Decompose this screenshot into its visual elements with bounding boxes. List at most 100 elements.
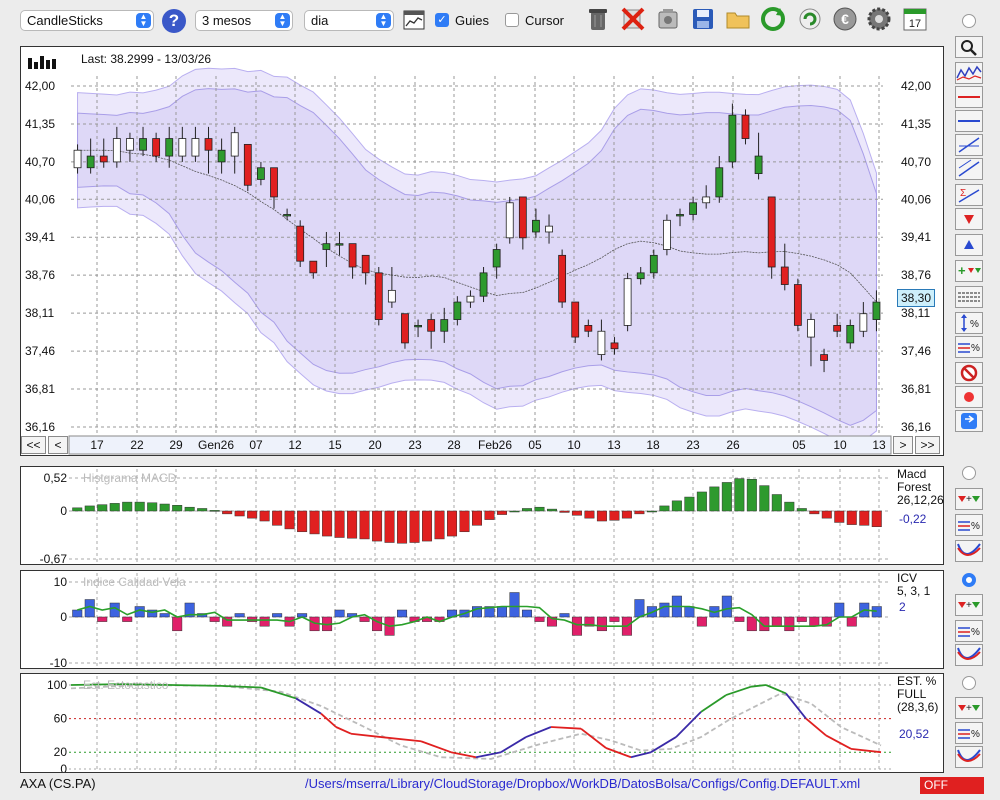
icv-histogram[interactable]: 10 0 -10 [21,571,943,668]
channel-line-icon[interactable] [955,158,983,180]
fibonacci-icon[interactable]: Σ [955,184,983,206]
panel-select-radio-2[interactable] [962,466,976,480]
histogram-bar [634,599,645,618]
help-icon: ? [168,11,180,30]
candle [165,126,174,168]
candle [702,185,711,209]
price-chart[interactable]: 42,00 42,00 41,35 41,35 40,70 40,70 40,06 40,06… [21,47,943,455]
config-path-link[interactable]: /Users/mserra/Library/CloudStorage/Dropb… [305,776,861,791]
guides-label: Guies [455,13,489,28]
histogram-bar [746,616,757,632]
candle [558,249,567,308]
stochastic-chart[interactable]: 100 60 20 0 [21,674,943,772]
percent-lines-icon[interactable]: % [955,722,983,744]
panel-select-radio-1[interactable] [962,14,976,28]
divergence-icon[interactable] [955,540,983,562]
bollinger-indicator-icon[interactable] [955,62,983,84]
y-tick-label-right: 40,70 [901,155,931,169]
horizontal-line-red-icon[interactable] [955,86,983,108]
panel-select-radio-3[interactable] [962,573,976,587]
x-tick-label: 29 [169,438,183,452]
histogram-bar [184,506,195,512]
trend-line-icon[interactable] [955,134,983,156]
euro-icon[interactable]: € [832,6,858,32]
arrow-down-icon[interactable] [955,208,983,230]
interval-select[interactable]: dia ▲ ▼ [304,10,394,31]
camera-icon[interactable] [655,6,681,32]
help-button[interactable]: ? [162,9,186,33]
nav-prev-button[interactable]: < [48,436,68,454]
divergence-icon[interactable] [955,746,983,768]
cursor-label: Cursor [525,13,565,28]
histogram-bar [796,616,807,622]
candle [387,267,396,308]
period-select[interactable]: 3 mesos ▲ ▼ [195,10,293,31]
cursor-checkbox[interactable] [505,13,519,27]
no-entry-icon[interactable] [955,362,983,384]
folder-icon[interactable] [725,6,751,32]
histogram-bar [322,510,333,537]
zoom-icon[interactable] [955,36,983,58]
candle [492,243,501,279]
nav-first-button[interactable]: << [21,436,46,454]
y-tick-label-left: 36,81 [25,382,55,396]
grid-lines-icon[interactable] [955,286,983,308]
candle [649,249,658,279]
macd-value: -0,22 [899,512,927,526]
guides-checkbox[interactable]: ✓ [435,13,449,27]
icv-title: Indice Calidad Vela [83,575,186,589]
percent-lines-icon[interactable]: % [955,620,983,642]
swap-icon[interactable] [955,410,983,432]
save-icon[interactable] [690,6,716,32]
last-price-label: Last: 38.2999 - 13/03/26 [81,52,212,66]
y-tick-label-left: 40,06 [25,192,55,206]
chart-settings-icon[interactable] [403,10,425,30]
percent-range-icon[interactable]: % [955,312,983,334]
signal-arrows-icon[interactable]: + [955,697,983,719]
calendar-icon[interactable]: 17 [902,6,928,32]
stochastic-k-line [580,727,607,749]
histogram-bar [222,510,233,515]
stochastic-k-line [750,684,767,688]
reload-icon[interactable] [797,6,823,32]
chevron-updown-icon: ▲ ▼ [275,13,290,28]
arrow-up-icon[interactable] [955,234,983,256]
current-price-badge: 38,30 [897,289,935,307]
nav-last-button[interactable]: >> [915,436,940,454]
candle [309,260,318,279]
record-icon[interactable] [955,386,983,408]
nav-next-button[interactable]: > [893,436,913,454]
histogram-bar [546,508,557,512]
horizontal-line-blue-icon[interactable] [955,110,983,132]
gear-icon[interactable] [866,6,892,32]
stochastic-k-line [420,740,452,754]
candle [584,319,593,338]
histogram-bar [596,510,607,522]
stochastic-legend: EST. % FULL (28,3,6) 20,52 [897,675,938,741]
panel-select-radio-4[interactable] [962,676,976,690]
stochastic-k-line [320,712,337,728]
symbol-select[interactable]: CandleSticks ▲ ▼ [20,10,154,31]
current-price-value: 38,30 [900,291,932,305]
moving-average-line [77,149,877,303]
status-badge[interactable]: OFF [920,777,984,794]
trash-icon[interactable] [585,6,611,32]
x-tick-label: 26 [726,438,740,452]
signal-arrows-icon[interactable]: + [955,594,983,616]
interval-select-value: dia [311,13,329,28]
histogram-bar [696,616,707,627]
histogram-bar [384,510,395,543]
add-remove-icon[interactable]: + [955,260,983,282]
refresh-icon[interactable] [760,6,786,32]
divergence-icon[interactable] [955,644,983,666]
histogram-bar [459,510,470,533]
percent-lines-icon[interactable]: % [955,514,983,536]
signal-arrows-icon[interactable]: + [955,488,983,510]
histogram-bar [159,503,170,512]
candle [401,313,409,349]
percent-lines-icon[interactable]: % [955,336,983,358]
delete-icon[interactable] [620,6,646,32]
macd-histogram[interactable]: 0,52 0 -0,67 [21,467,943,564]
histogram-bar [434,510,445,540]
candle [623,272,632,332]
